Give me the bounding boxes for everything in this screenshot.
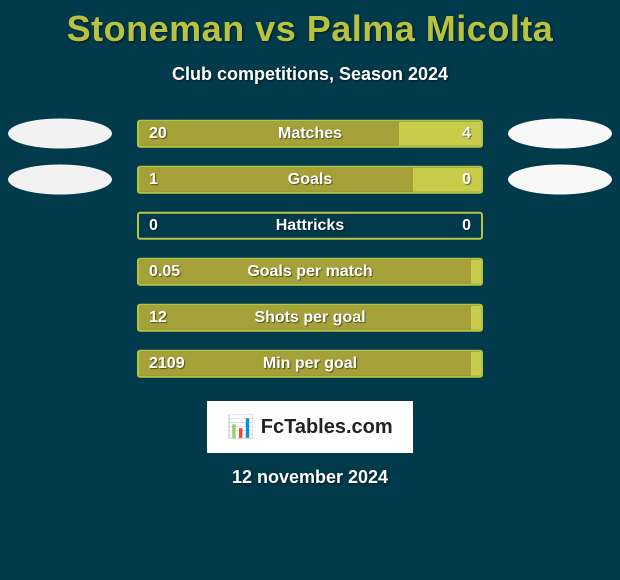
stat-left-segment: 20 — [139, 122, 399, 146]
stat-bar: 12 — [137, 304, 483, 332]
stat-left-value: 20 — [149, 125, 167, 143]
stat-row: 00Hattricks — [0, 207, 620, 253]
stat-row: 2109Min per goal — [0, 345, 620, 391]
stat-row: 204Matches — [0, 115, 620, 161]
comparison-infographic: Stoneman vs Palma Micolta Club competiti… — [0, 0, 620, 580]
logo-text: FcTables.com — [261, 416, 393, 439]
stat-right-segment: 0 — [413, 168, 481, 192]
stat-right-value: 4 — [462, 125, 471, 143]
stat-left-segment: 1 — [139, 168, 413, 192]
stat-left-value: 2109 — [149, 355, 185, 373]
page-subtitle: Club competitions, Season 2024 — [0, 64, 620, 85]
stat-bar: 20 4 — [137, 120, 483, 148]
stat-bar: 00 — [137, 212, 483, 240]
stat-right-segment — [471, 352, 481, 376]
player-left-ellipse — [8, 119, 112, 149]
source-logo: 📊 FcTables.com — [207, 401, 413, 453]
stat-bar: 2109 — [137, 350, 483, 378]
player-right-ellipse — [508, 165, 612, 195]
stat-left-value: 12 — [149, 309, 167, 327]
page-title: Stoneman vs Palma Micolta — [0, 0, 620, 50]
stat-right-segment — [471, 260, 481, 284]
stat-left-segment: 12 — [139, 306, 471, 330]
footer-date: 12 november 2024 — [0, 467, 620, 488]
chart-icon: 📊 — [227, 414, 254, 440]
stat-bars-container: 204Matches10Goals00Hattricks0.05Goals pe… — [0, 115, 620, 391]
stat-right-value: 0 — [462, 217, 471, 235]
stat-left-value: 0 — [149, 217, 158, 235]
stat-right-segment: 4 — [399, 122, 481, 146]
stat-row: 10Goals — [0, 161, 620, 207]
stat-left-segment: 2109 — [139, 352, 471, 376]
stat-row: 0.05Goals per match — [0, 253, 620, 299]
stat-left-segment: 0.05 — [139, 260, 471, 284]
stat-left-value: 0.05 — [149, 263, 180, 281]
stat-row: 12Shots per goal — [0, 299, 620, 345]
player-right-ellipse — [508, 119, 612, 149]
player-left-ellipse — [8, 165, 112, 195]
stat-right-segment — [471, 306, 481, 330]
stat-right-value: 0 — [462, 171, 471, 189]
stat-bar: 10 — [137, 166, 483, 194]
stat-bar: 0.05 — [137, 258, 483, 286]
stat-left-value: 1 — [149, 171, 158, 189]
